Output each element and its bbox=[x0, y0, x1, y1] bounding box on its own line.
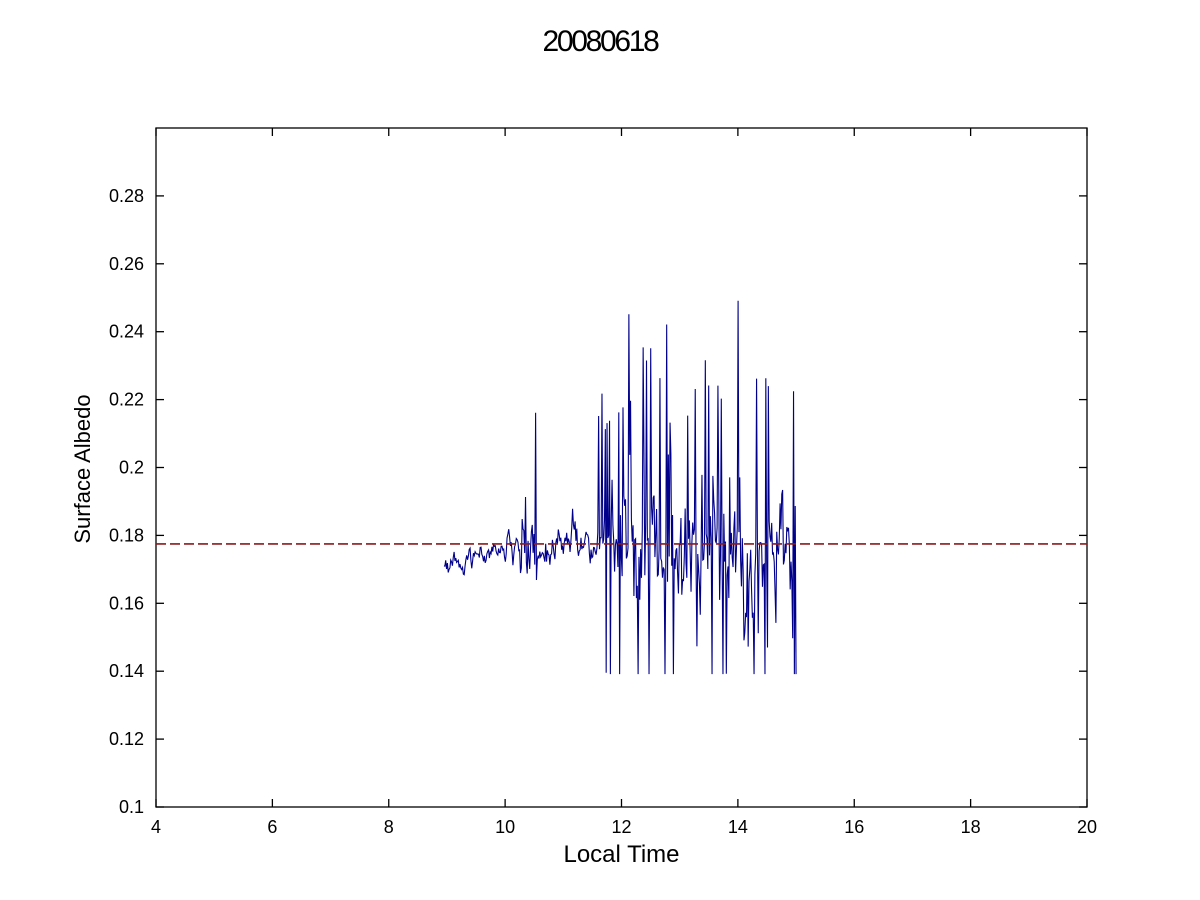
svg-text:0.22: 0.22 bbox=[109, 390, 144, 410]
svg-text:6: 6 bbox=[267, 817, 277, 837]
svg-text:8: 8 bbox=[384, 817, 394, 837]
svg-text:12: 12 bbox=[611, 817, 631, 837]
svg-text:0.1: 0.1 bbox=[119, 797, 144, 817]
svg-text:0.18: 0.18 bbox=[109, 525, 144, 545]
svg-text:0.12: 0.12 bbox=[109, 729, 144, 749]
svg-text:0.28: 0.28 bbox=[109, 186, 144, 206]
svg-text:0.14: 0.14 bbox=[109, 661, 144, 681]
svg-text:0.16: 0.16 bbox=[109, 593, 144, 613]
svg-text:14: 14 bbox=[728, 817, 748, 837]
svg-text:0.24: 0.24 bbox=[109, 322, 144, 342]
svg-text:18: 18 bbox=[961, 817, 981, 837]
svg-text:0.2: 0.2 bbox=[119, 458, 144, 478]
svg-text:Surface Albedo: Surface Albedo bbox=[70, 394, 95, 543]
svg-text:0.26: 0.26 bbox=[109, 254, 144, 274]
svg-text:10: 10 bbox=[495, 817, 515, 837]
svg-text:16: 16 bbox=[844, 817, 864, 837]
svg-text:4: 4 bbox=[151, 817, 161, 837]
svg-text:20: 20 bbox=[1077, 817, 1097, 837]
